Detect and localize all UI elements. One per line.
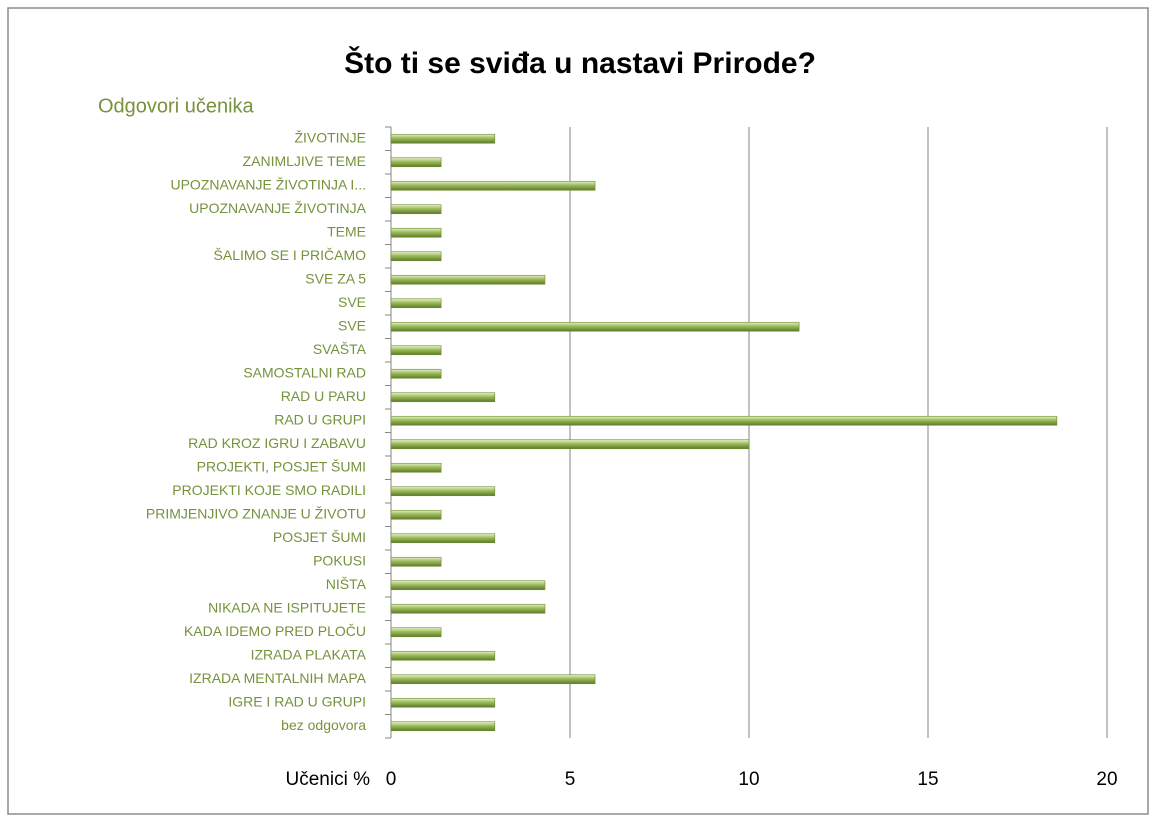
bar (390, 674, 596, 685)
bar (390, 462, 442, 473)
bar (390, 274, 546, 285)
bar (390, 227, 442, 238)
y-tick-label: PROJEKTI KOJE SMO RADILI (172, 482, 366, 498)
bar (390, 180, 596, 191)
bar (390, 204, 442, 215)
y-tick-label: ZANIMLJIVE TEME (243, 153, 366, 169)
y-tick-label: IZRADA PLAKATA (251, 646, 367, 662)
y-tick-label: NIŠTA (326, 576, 367, 592)
y-tick-label: SAMOSTALNI RAD (243, 364, 366, 380)
y-tick-label: TEME (327, 223, 366, 239)
y-axis-label: Odgovori učenika (98, 95, 255, 117)
bar (390, 133, 496, 144)
x-tick-label: 20 (1096, 769, 1117, 790)
bar (390, 321, 800, 332)
y-tick-label: RAD KROZ IGRU I ZABAVU (188, 435, 366, 451)
y-tick-label: SVAŠTA (313, 341, 367, 357)
y-tick-label: ŠALIMO SE I PRIČAMO (214, 247, 367, 263)
bar (390, 486, 496, 497)
y-tick-label: KADA IDEMO PRED PLOČU (184, 623, 366, 639)
x-axis-label: Učenici % (286, 769, 371, 790)
y-tick-label: SVE (338, 317, 366, 333)
bar (390, 603, 546, 614)
bar (390, 251, 442, 262)
y-tick-label: NIKADA NE ISPITUJETE (208, 599, 366, 615)
y-tick-label: SVE (338, 294, 366, 310)
y-tick-label: ŽIVOTINJE (294, 129, 366, 145)
bar (390, 509, 442, 520)
bar (390, 439, 750, 450)
bar (390, 533, 496, 544)
bar (390, 415, 1058, 426)
x-tick-label: 5 (565, 769, 576, 790)
y-tick-label: POKUSI (313, 552, 366, 568)
y-tick-label: POSJET ŠUMI (273, 529, 366, 545)
y-tick-label: RAD U PARU (281, 388, 366, 404)
x-tick-label: 10 (738, 769, 759, 790)
y-tick-label: UPOZNAVANJE ŽIVOTINJA (189, 200, 366, 216)
bar (390, 298, 442, 309)
x-tick-label: 15 (917, 769, 938, 790)
y-tick-label: IZRADA MENTALNIH MAPA (189, 670, 367, 686)
bar (390, 627, 442, 638)
bar (390, 556, 442, 567)
bar (390, 345, 442, 356)
y-tick-label: PROJEKTI, POSJET ŠUMI (197, 458, 366, 474)
bar (390, 650, 496, 661)
bar (390, 368, 442, 379)
chart-frame (7, 7, 1149, 815)
x-tick-label: 0 (386, 769, 397, 790)
y-tick-label: bez odgovora (281, 717, 366, 733)
bar (390, 697, 496, 708)
y-tick-label: RAD U GRUPI (274, 411, 366, 427)
y-tick-label: UPOZNAVANJE ŽIVOTINJA I... (170, 176, 366, 192)
y-tick-label: SVE ZA 5 (305, 270, 366, 286)
y-tick-label: IGRE I RAD U GRUPI (228, 693, 366, 709)
bar (390, 157, 442, 168)
bar (390, 392, 496, 403)
y-tick-label: PRIMJENJIVO ZNANJE U ŽIVOTU (146, 505, 366, 521)
bar (390, 721, 496, 732)
chart-title: Što ti se sviđa u nastavi Prirode? (344, 46, 816, 80)
bar (390, 580, 546, 591)
